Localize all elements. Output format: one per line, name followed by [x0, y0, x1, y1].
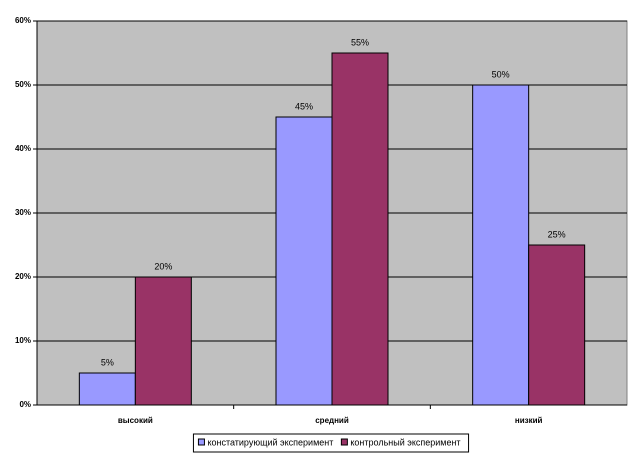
legend — [192, 433, 470, 453]
data-label: 55% — [351, 37, 369, 47]
legend-label: констатирующий эксперимент — [207, 437, 333, 447]
y-tick-label: 0% — [19, 400, 31, 409]
legend-label: контрольный эксперимент — [350, 437, 460, 447]
y-tick-label: 20% — [15, 272, 31, 281]
data-label: 25% — [548, 229, 566, 239]
bar — [528, 244, 586, 406]
x-tick-label: низкий — [515, 416, 543, 425]
data-label: 45% — [295, 101, 313, 111]
bar — [78, 372, 136, 406]
x-tick-label: средний — [315, 416, 349, 425]
bar — [275, 116, 333, 406]
y-tick-label: 10% — [15, 336, 31, 345]
y-tick-label: 60% — [15, 16, 31, 25]
bar — [331, 52, 389, 406]
data-label: 20% — [154, 261, 172, 271]
y-tick-label: 30% — [15, 208, 31, 217]
legend-swatch — [340, 438, 348, 446]
legend-swatch — [197, 438, 205, 446]
bar — [472, 84, 530, 406]
y-tick-label: 40% — [15, 144, 31, 153]
data-label: 5% — [101, 357, 114, 367]
x-tick-label: высокий — [118, 416, 153, 425]
data-label: 50% — [492, 69, 510, 79]
y-tick-label: 50% — [15, 80, 31, 89]
bar — [134, 276, 192, 406]
